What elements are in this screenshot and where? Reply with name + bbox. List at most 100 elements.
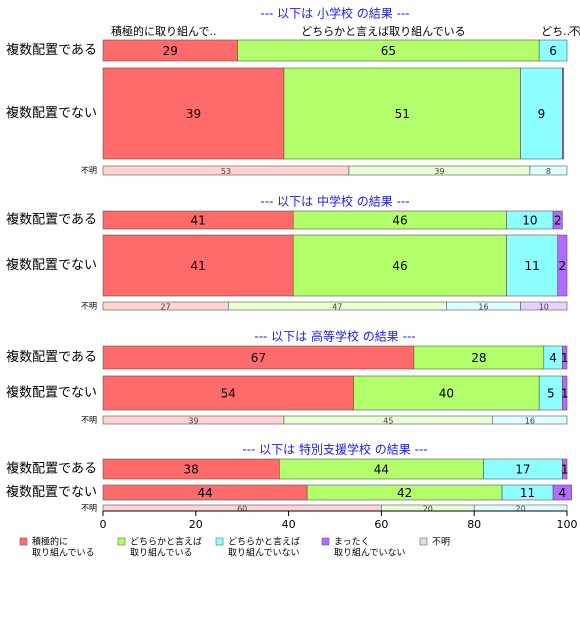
segment-label: 45 <box>383 417 393 426</box>
segment-label: 40 <box>439 387 454 401</box>
bar-segment <box>353 375 540 411</box>
segment-label: 2 <box>554 214 562 228</box>
segment-label: 17 <box>515 463 530 477</box>
segment-label: 67 <box>251 351 266 365</box>
segment-label: 20 <box>423 505 433 514</box>
segment-label: 11 <box>520 486 535 500</box>
x-tick-label: 60 <box>374 518 388 531</box>
legend-label: 積極的に <box>32 536 68 548</box>
segment-label: 9 <box>538 107 546 121</box>
bar-segment <box>506 234 559 297</box>
segment-label: 60 <box>237 505 247 514</box>
legend-label: 取り組んでいない <box>334 547 406 559</box>
bar-segment <box>538 39 568 62</box>
unknown-row-label: 不明 <box>81 416 97 425</box>
segment-label: 20 <box>516 505 526 514</box>
bar-segment <box>102 234 294 297</box>
row-label: 複数配置でない <box>6 484 97 500</box>
segment-label: 10 <box>522 214 537 228</box>
segment-label: 46 <box>392 259 407 273</box>
group-title: --- 以下は 中学校 の結果 --- <box>260 194 409 209</box>
bar-segment <box>562 375 568 411</box>
segment-label: 39 <box>188 417 198 426</box>
top-header-4: 不明 <box>569 25 580 38</box>
legend-swatch <box>215 537 224 546</box>
segment-label: 42 <box>397 486 412 500</box>
segment-label: 16 <box>525 417 535 426</box>
bar-segment <box>529 165 568 176</box>
bar-segment <box>557 234 568 297</box>
legend-swatch <box>19 537 28 546</box>
segment-label: 44 <box>197 486 212 500</box>
row-label: 複数配置でない <box>6 105 97 121</box>
segment-label: 47 <box>332 303 342 312</box>
group-title: --- 以下は 高等学校 の結果 --- <box>254 329 415 344</box>
segment-label: 53 <box>221 167 231 176</box>
legend-label: 取り組んでいる <box>130 547 193 559</box>
segment-label: 10 <box>539 303 549 312</box>
group-title: --- 以下は 特別支援学校 の結果 --- <box>242 442 427 457</box>
x-tick-label: 40 <box>282 518 296 531</box>
top-header-1: どちらかと言えば取り組んでいる <box>301 25 465 38</box>
bar-segment <box>102 375 354 411</box>
bar-segment <box>283 67 521 160</box>
legend-label: どちらかと言えば <box>228 536 300 548</box>
legend-swatch <box>321 537 330 546</box>
segment-label: 1 <box>561 463 569 477</box>
legend-label: 取り組んでいる <box>32 547 95 559</box>
unknown-row-label: 不明 <box>81 166 97 175</box>
x-tick-label: 0 <box>100 518 107 531</box>
x-tick-label: 100 <box>557 518 578 531</box>
bar-segment <box>562 67 565 160</box>
bar-segment <box>562 345 568 370</box>
unknown-row-label: 不明 <box>81 302 97 311</box>
legend-label: 取り組んでいない <box>228 547 300 559</box>
segment-label: 39 <box>186 107 201 121</box>
unknown-row-label: 不明 <box>81 504 97 513</box>
row-label: 複数配置である <box>6 212 97 228</box>
row-label: 複数配置である <box>6 349 97 365</box>
segment-label: 54 <box>221 387 236 401</box>
segment-label: 41 <box>190 214 205 228</box>
top-header-0: 積極的に取り組んで.. <box>111 24 216 38</box>
bar-segment <box>562 458 568 480</box>
legend-swatch <box>419 537 428 546</box>
bar-segment <box>552 210 563 230</box>
bar-segment <box>520 301 568 311</box>
top-header-2: どち.. <box>541 25 570 38</box>
segment-label: 39 <box>434 167 444 176</box>
segment-label: 41 <box>190 259 205 273</box>
bar-segment <box>520 67 563 160</box>
segment-label: 46 <box>392 214 407 228</box>
bar-segment <box>292 234 507 297</box>
bar-segment <box>552 484 572 501</box>
legend-label: まったく <box>334 537 370 548</box>
row-label: 複数配置である <box>6 461 97 477</box>
segment-label: 28 <box>471 351 486 365</box>
legend-label: 不明 <box>432 537 450 548</box>
segment-label: 1 <box>561 387 569 401</box>
segment-label: 6 <box>549 44 557 58</box>
segment-label: 38 <box>184 463 199 477</box>
segment-label: 4 <box>559 486 567 500</box>
bar-segment <box>492 415 568 425</box>
x-tick-label: 20 <box>189 518 203 531</box>
segment-label: 1 <box>561 351 569 365</box>
segment-label: 29 <box>163 44 178 58</box>
top-header-3: まっ.. <box>577 25 580 38</box>
legend-swatch <box>117 537 126 546</box>
x-tick-label: 80 <box>467 518 481 531</box>
segment-label: 5 <box>547 387 555 401</box>
segment-label: 2 <box>559 259 567 273</box>
legend-label: どちらかと言えば <box>130 536 202 548</box>
segment-label: 27 <box>161 303 171 312</box>
segment-label: 16 <box>478 303 488 312</box>
segment-label: 51 <box>395 107 410 121</box>
row-label: 複数配置でない <box>6 257 97 273</box>
row-label: 複数配置である <box>6 42 97 58</box>
segment-label: 8 <box>546 167 551 176</box>
segment-label: 4 <box>549 351 557 365</box>
group-title: --- 以下は 小学校 の結果 --- <box>260 6 409 21</box>
segment-label: 65 <box>381 44 396 58</box>
